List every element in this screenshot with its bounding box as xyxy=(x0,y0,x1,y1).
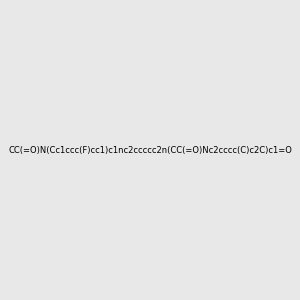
Text: CC(=O)N(Cc1ccc(F)cc1)c1nc2ccccc2n(CC(=O)Nc2cccc(C)c2C)c1=O: CC(=O)N(Cc1ccc(F)cc1)c1nc2ccccc2n(CC(=O)… xyxy=(8,146,292,154)
